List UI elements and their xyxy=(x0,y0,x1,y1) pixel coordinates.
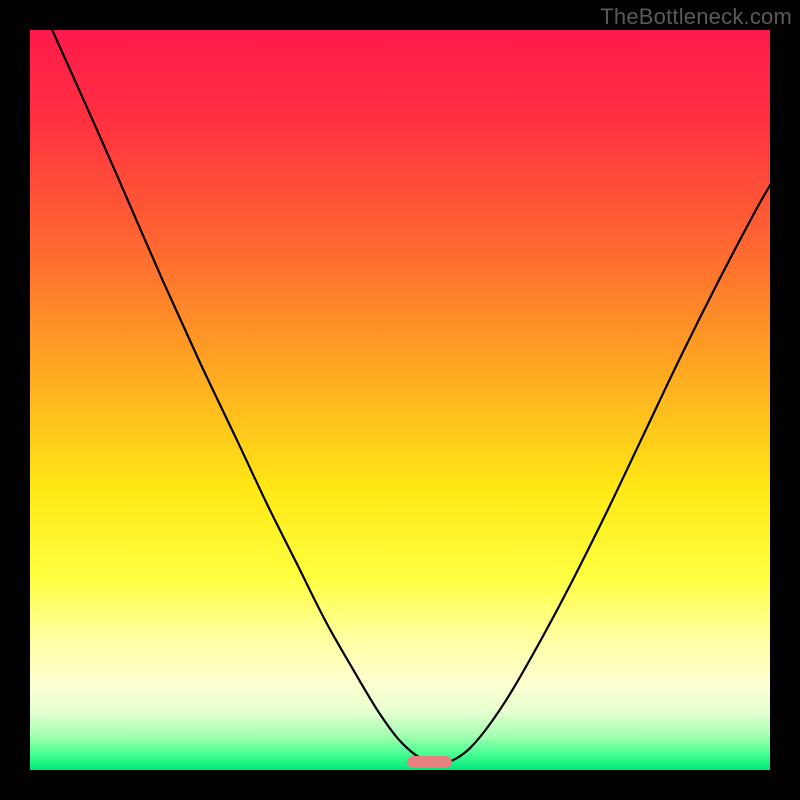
plot-area xyxy=(30,30,770,770)
plot-svg xyxy=(30,30,770,770)
watermark-text: TheBottleneck.com xyxy=(600,4,792,30)
optimal-marker xyxy=(407,756,451,768)
chart-frame: TheBottleneck.com xyxy=(0,0,800,800)
